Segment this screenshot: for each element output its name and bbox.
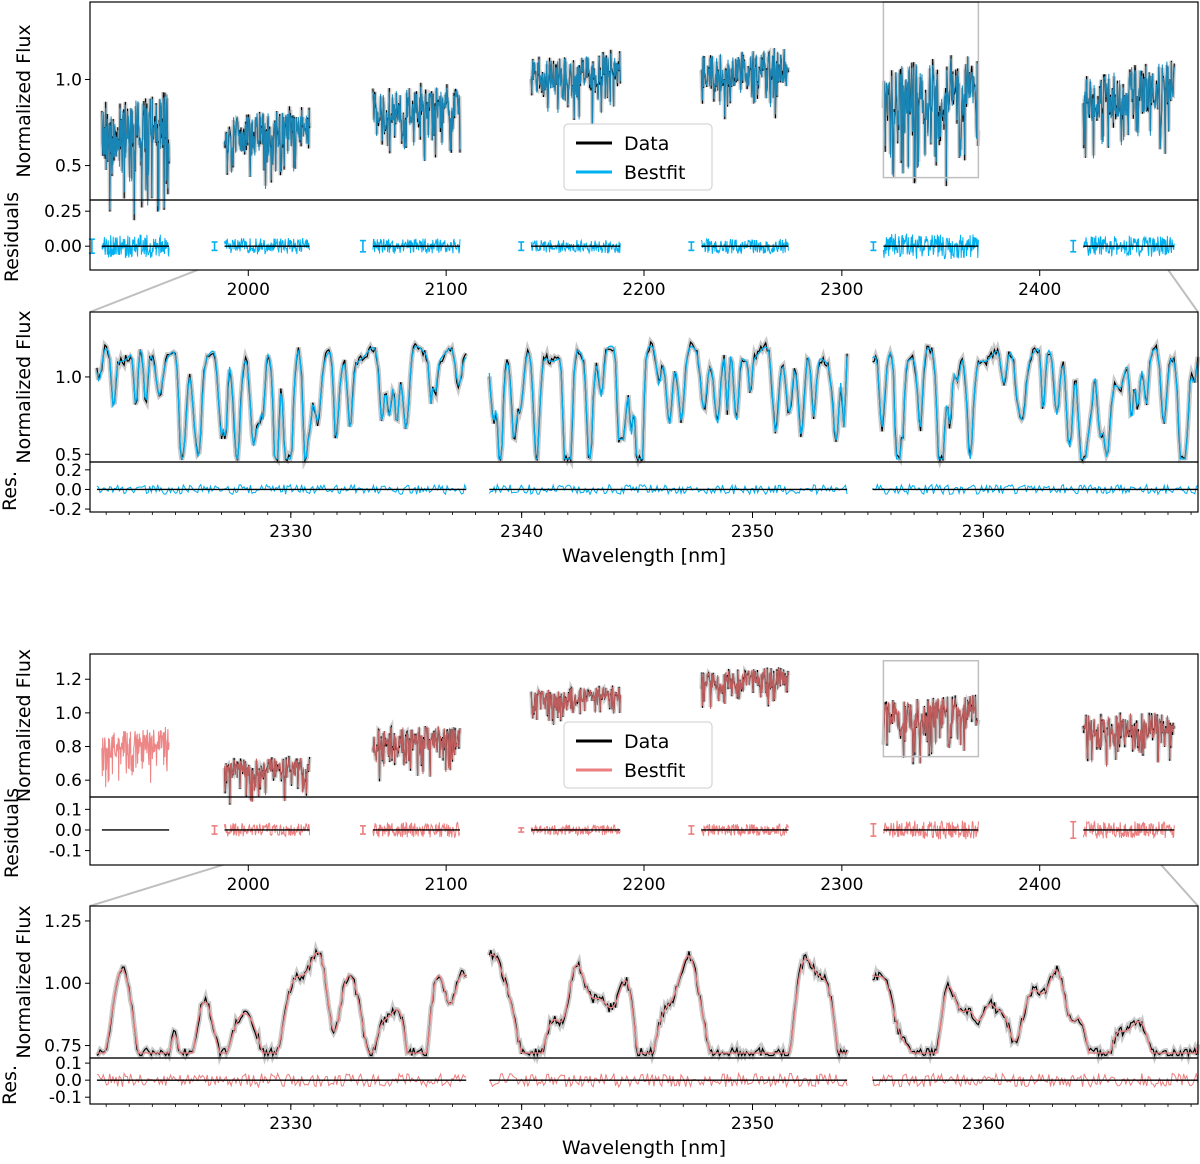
top-legend-data-label: Data (624, 133, 669, 155)
bottom-zoom-ytick-tick-label: 1.00 (44, 974, 82, 994)
top-zoom-xtick-tick-label: 2350 (731, 522, 774, 542)
top-overview-order-3-bestfit (530, 52, 621, 127)
bottom-zoom-ylabel: Normalized Flux (13, 905, 35, 1058)
bottom-zoom-segment-0-residual (96, 1071, 467, 1089)
bottom-overview-ytick-tick-label: 0.8 (55, 738, 82, 758)
top-overview-order-6-bestfit (1082, 61, 1175, 159)
bottom-zoom-xtick-tick-label: 2350 (731, 1114, 774, 1134)
bottom-overview-order-1-bestfit (223, 757, 311, 804)
top-overview-order-0-residual (101, 234, 170, 259)
bottom-zoom-background (90, 906, 1198, 1104)
top-overview-xtick-tick-label: 2000 (227, 280, 270, 300)
top-overview-order-2-bestfit (372, 86, 461, 161)
top-overview-order-6-residual (1083, 235, 1175, 258)
bottom-zoom-residual-ytick-tick-label: -0.1 (49, 1088, 82, 1108)
top-overview-order-4-bestfit (700, 48, 789, 117)
bottom-overview-xtick-tick-label: 2000 (227, 875, 270, 895)
top-zoom-xtick-tick-label: 2330 (269, 522, 312, 542)
bottom-overview-xtick-tick-label: 2100 (425, 875, 468, 895)
top-overview-residual-ylabel: Residuals (1, 192, 23, 282)
bottom-zoom-residual-ytick-tick-label: 0.0 (55, 1071, 82, 1091)
bottom-overview-xtick-tick-label: 2300 (820, 875, 863, 895)
top-zoom-residual-ytick-tick-label: 0.0 (55, 480, 82, 500)
bottom-zoom-segment-2-data (872, 965, 1199, 1058)
bottom-overview-order-4-bestfit (700, 668, 789, 709)
bottom-overview-xtick-tick-label: 2400 (1018, 875, 1061, 895)
top-zoom-xtick-tick-label: 2340 (500, 522, 543, 542)
bottom-legend-bestfit-label: Bestfit (624, 760, 686, 782)
bottom-overview-ytick-tick-label: 1.0 (55, 704, 82, 724)
bottom-zoom-xtick-tick-label: 2330 (269, 1114, 312, 1134)
top-zoom-xtick-tick-label: 2360 (962, 522, 1005, 542)
top-overview-xtick-tick-label: 2200 (622, 280, 665, 300)
bottom-legend-data-label: Data (624, 731, 669, 753)
top-zoom-ytick-tick-label: 0.5 (55, 445, 82, 465)
bottom-overview-residual-ytick-tick-label: -0.1 (49, 842, 82, 862)
top-legend-bestfit-label: Bestfit (624, 162, 686, 184)
bottom-overview-ytick-tick-label: 1.2 (55, 670, 82, 690)
bottom-zoom-xtick-tick-label: 2340 (500, 1114, 543, 1134)
bottom-zoom-box (882, 659, 980, 758)
top-zoom-xlabel: Wavelength [nm] (562, 545, 726, 567)
top-zoom-segment-0-residual (96, 483, 467, 496)
bottom-overview-residual-ylabel: Residuals (1, 788, 23, 878)
top-zoom-residual-ytick-tick-label: 0.2 (55, 461, 82, 481)
top-overview-ytick-tick-label: 0.5 (55, 157, 82, 177)
bottom-zoom-residual-frame (89, 1057, 1199, 1105)
top-zoom-residual-frame (89, 461, 1199, 513)
bottom-overview-ytick-tick-label: 0.6 (55, 771, 82, 791)
top-zoom-segment-0-bestfit (96, 345, 467, 462)
bottom-overview-order-3-bestfit (530, 686, 621, 725)
top-zoom-residual-ylabel: Res. (0, 471, 21, 511)
top-overview-order-1-residual (224, 238, 311, 255)
top-zoom-residual-ytick-tick-label: -0.2 (49, 500, 82, 520)
bottom-zoom-segment-2-bestfit (872, 969, 1199, 1054)
bottom-zoom-xlabel: Wavelength [nm] (562, 1137, 726, 1159)
top-overview-order-2-residual (372, 238, 461, 254)
top-overview-residual-ytick-tick-label: 0.00 (44, 237, 82, 257)
bottom-zoom-segment-1-residual (488, 1071, 848, 1089)
top-overview-order-3-residual (530, 238, 621, 255)
bottom-overview-ylabel: Normalized Flux (13, 649, 35, 802)
top-overview-residual-ytick-tick-label: 0.25 (44, 202, 82, 222)
bottom-zoom-xtick-tick-label: 2360 (962, 1114, 1005, 1134)
top-overview-ytick-tick-label: 1.0 (55, 70, 82, 90)
top-overview-ylabel: Normalized Flux (13, 24, 35, 177)
bottom-zoom-residual-ytick-tick-label: 0.1 (55, 1054, 82, 1074)
bottom-overview-order-5-residual (882, 820, 979, 840)
bottom-zoom-ytick-tick-label: 1.25 (44, 912, 82, 932)
bottom-zoom-segment-1-bestfit (488, 953, 848, 1054)
top-zoom-segment-2-bestfit (872, 347, 1199, 460)
bottom-overview-order-1-residual (224, 822, 311, 838)
bottom-overview-order-0-bestfit (101, 726, 170, 788)
bottom-zoom-segment-0-bestfit (96, 951, 467, 1054)
bottom-zoom-ytick-tick-label: 0.75 (44, 1037, 82, 1057)
top-overview-xtick-tick-label: 2100 (425, 280, 468, 300)
top-overview-order-4-residual (700, 237, 789, 255)
bottom-overview-order-2-bestfit (372, 725, 461, 779)
bottom-overview-order-6-bestfit (1082, 712, 1175, 767)
top-overview-xtick-tick-label: 2400 (1018, 280, 1061, 300)
bottom-overview-order-5-bestfit (882, 694, 979, 764)
bottom-overview-xtick-tick-label: 2200 (622, 875, 665, 895)
top-zoom-ylabel: Normalized Flux (13, 310, 35, 463)
top-overview-order-1-bestfit (223, 109, 311, 190)
top-zoom-ytick-tick-label: 1.0 (55, 368, 82, 388)
bottom-overview-residual-ytick-tick-label: 0.1 (55, 800, 82, 820)
bottom-zoom-residual-ylabel: Res. (0, 1065, 21, 1105)
top-overview-xtick-tick-label: 2300 (820, 280, 863, 300)
top-zoom-segment-1-bestfit (488, 345, 848, 460)
bottom-overview-residual-ytick-tick-label: 0.0 (55, 821, 82, 841)
bottom-zoom-segment-2-residual (872, 1072, 1199, 1088)
top-overview-order-5-bestfit (882, 55, 979, 181)
top-overview-order-0-bestfit (101, 94, 170, 215)
